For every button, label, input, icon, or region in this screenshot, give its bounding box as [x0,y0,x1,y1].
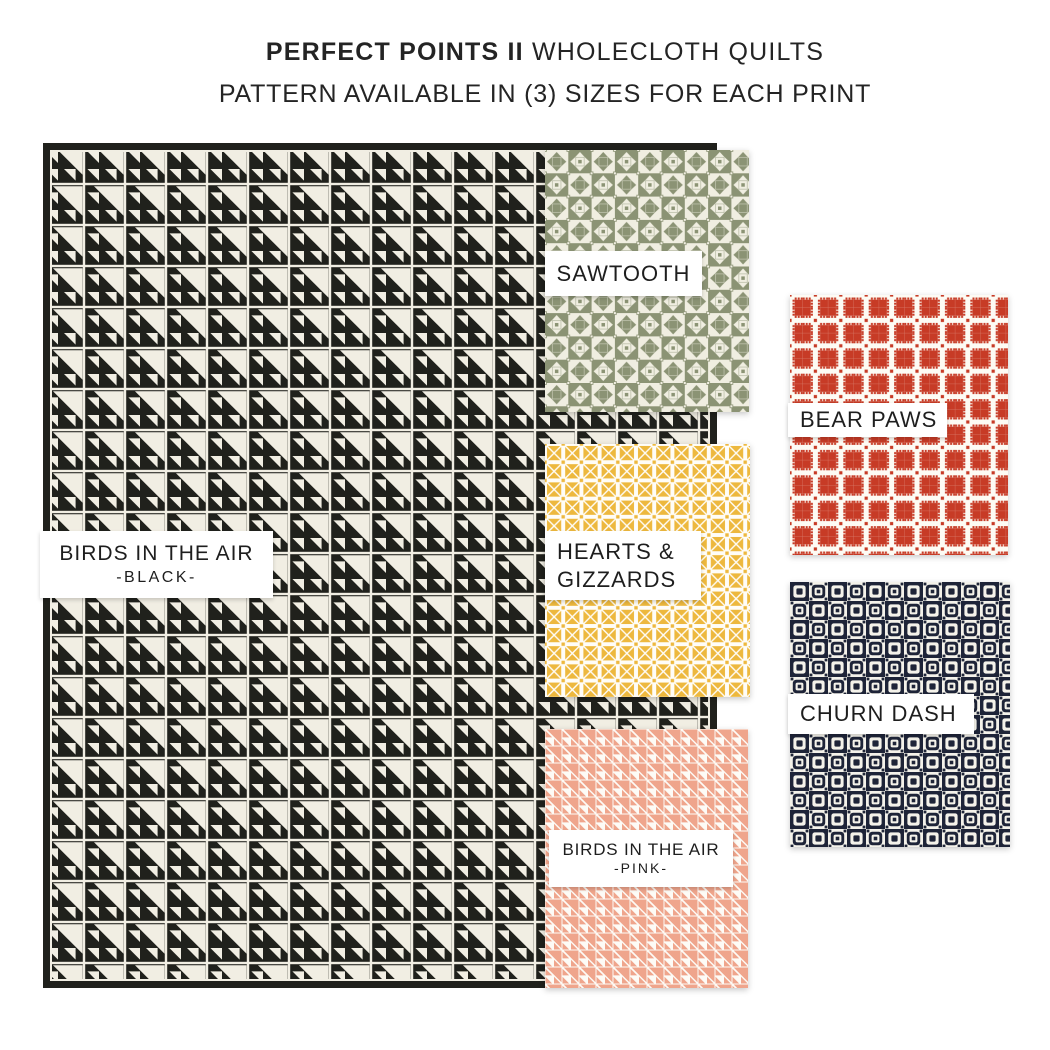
label-birds-in-the-air-pink: BIRDS IN THE AIR -PINK- [549,830,733,887]
label-hearts-gizzards: HEARTS & GIZZARDS [545,531,701,600]
title-line-1: PERFECT POINTS II WHOLECLOTH QUILTS [40,38,1050,67]
label-birds-in-the-air-black: BIRDS IN THE AIR -BLACK- [40,531,273,598]
label-sawtooth: SAWTOOTH [545,251,702,296]
label-sawtooth-name: SAWTOOTH [556,260,691,286]
page-title: PERFECT POINTS II WHOLECLOTH QUILTS PATT… [40,38,1050,109]
label-hearts-line2: GIZZARDS [557,566,677,592]
label-bear-paws-name: BEAR PAWS [800,407,938,433]
label-churn-dash-name: CHURN DASH [800,701,957,727]
title-series-rest: WHOLECLOTH QUILTS [523,38,825,66]
label-churn-dash: CHURN DASH [788,694,974,734]
label-hearts-line1: HEARTS & [557,539,675,564]
label-birds-black-name: BIRDS IN THE AIR [59,542,254,566]
title-series-name: PERFECT POINTS II [265,38,524,66]
label-bear-paws: BEAR PAWS [788,403,947,437]
title-line-2: PATTERN AVAILABLE IN (3) SIZES FOR EACH … [218,80,872,108]
label-birds-pink-name: BIRDS IN THE AIR [562,840,720,860]
label-birds-black-variant: -BLACK- [116,568,197,586]
label-birds-pink-variant: -PINK- [614,860,668,877]
